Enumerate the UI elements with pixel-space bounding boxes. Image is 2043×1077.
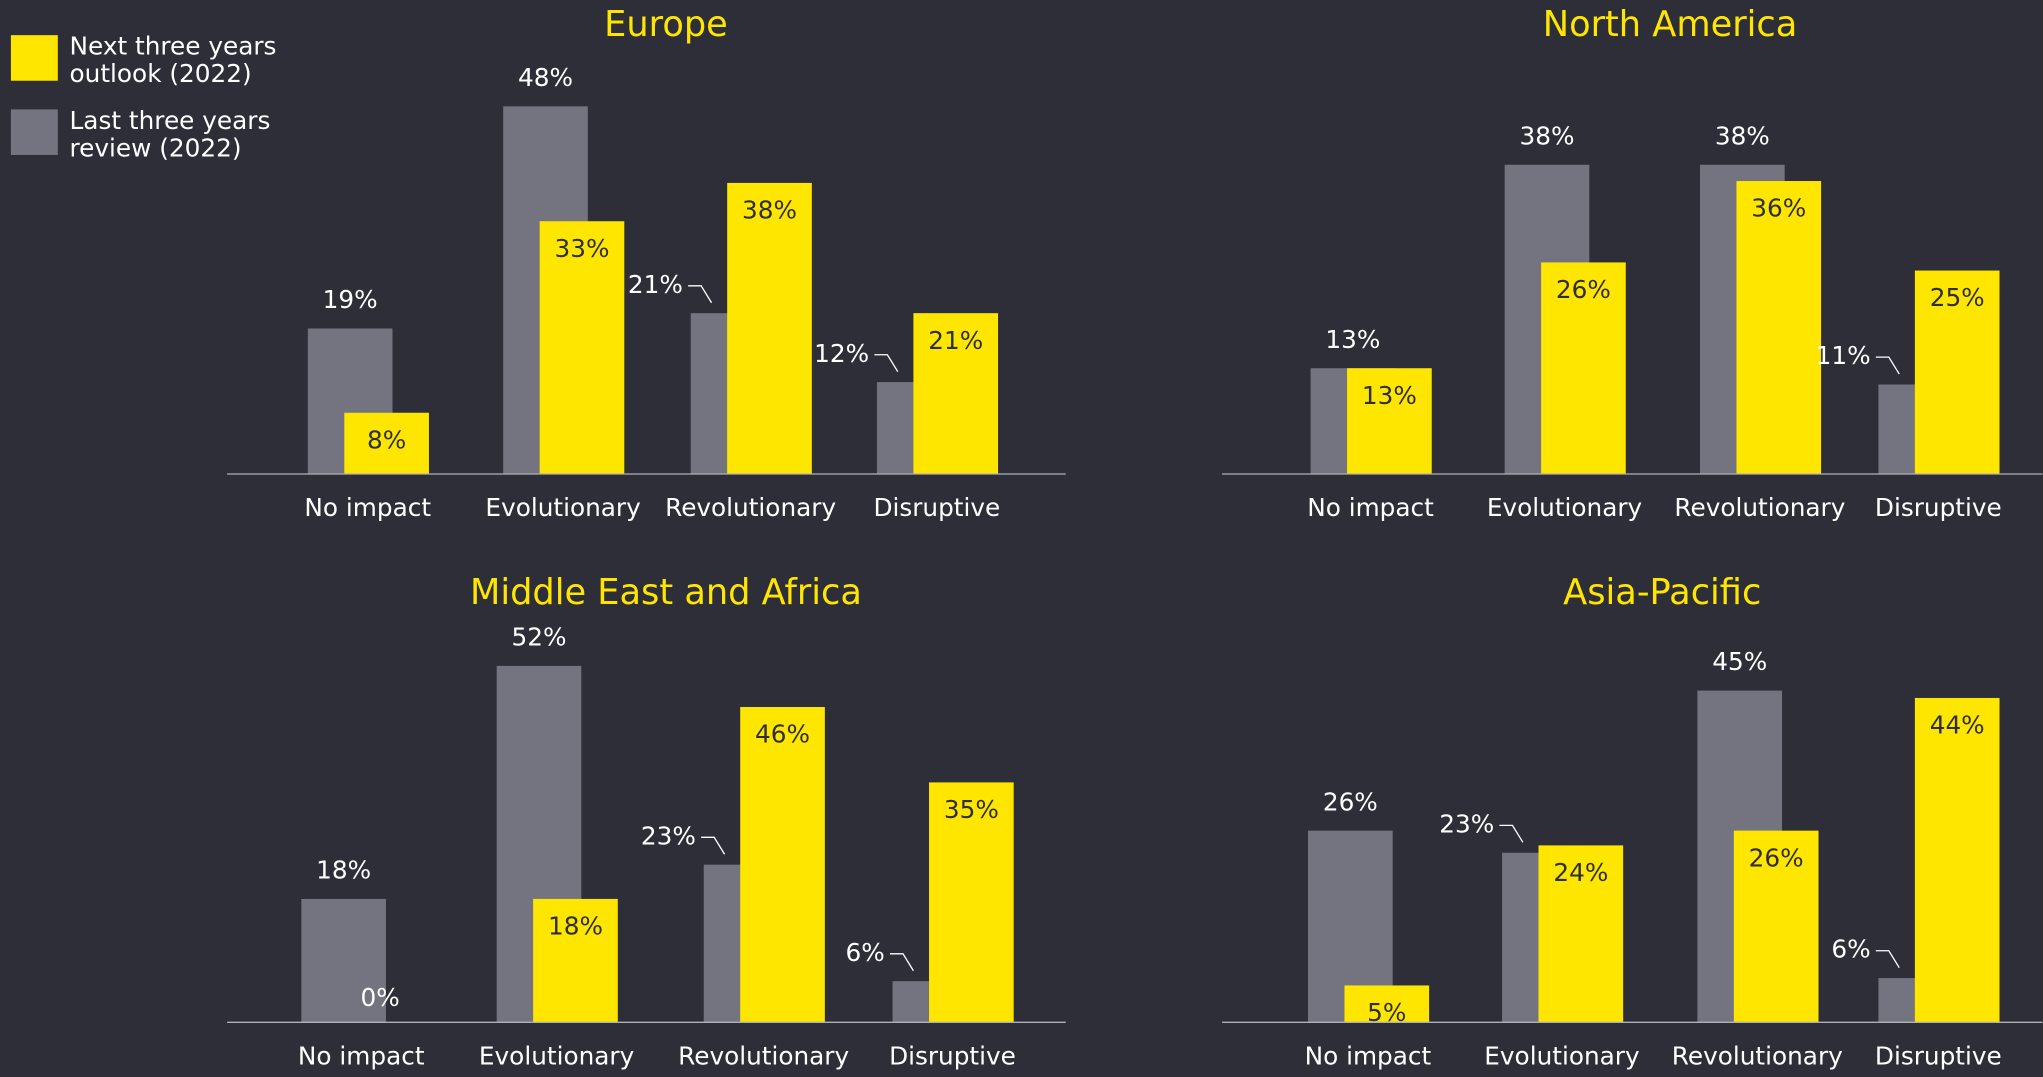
- x-tick-label: Revolutionary: [1672, 1041, 1843, 1070]
- data-label: 46%: [755, 720, 810, 749]
- data-label: 38%: [1715, 121, 1770, 150]
- legend-label: Next three years outlook (2022): [69, 33, 277, 89]
- legend-entry: Last three years review (2022): [69, 108, 271, 163]
- data-label: 38%: [742, 196, 797, 225]
- legend-swatch: [10, 35, 58, 81]
- bar: [1914, 270, 2000, 475]
- data-label: 26%: [1323, 787, 1378, 816]
- leader-line: [1499, 824, 1524, 843]
- legend-entry: Next three years outlook (2022): [69, 33, 277, 89]
- bar: [929, 782, 1014, 1023]
- x-tick-label: No impact: [1305, 1041, 1432, 1070]
- chart-title: Asia-Pacific: [1563, 572, 1761, 613]
- data-label: 8%: [367, 425, 406, 454]
- bar: [727, 182, 812, 475]
- data-label: 23%: [1439, 809, 1494, 838]
- x-tick-label: Revolutionary: [1674, 493, 1845, 522]
- data-label: 18%: [316, 856, 371, 885]
- bar: [301, 898, 386, 1023]
- x-tick-label: Revolutionary: [678, 1041, 849, 1070]
- data-label: 26%: [1556, 275, 1611, 304]
- leader-line: [701, 836, 726, 855]
- data-label: 23%: [641, 821, 696, 850]
- bar: [1733, 830, 1819, 1023]
- data-label: 13%: [1362, 381, 1417, 410]
- data-label: 36%: [1751, 194, 1806, 223]
- bar: [913, 313, 999, 475]
- x-tick-label: No impact: [1307, 493, 1434, 522]
- leader-line: [889, 953, 914, 972]
- chart-title: Middle East and Africa: [470, 572, 862, 613]
- chart-title: Europe: [604, 4, 728, 45]
- x-tick-label: No impact: [298, 1041, 425, 1070]
- bar: [539, 221, 625, 475]
- chart-title: North America: [1543, 4, 1798, 45]
- bar: [1914, 697, 2000, 1023]
- leader-line: [1875, 356, 1900, 375]
- data-label: 6%: [1831, 935, 1870, 964]
- leader-line: [874, 354, 899, 373]
- data-label: 33%: [554, 234, 609, 263]
- bar: [740, 707, 825, 1023]
- data-label: 19%: [323, 285, 378, 314]
- x-tick-label: Evolutionary: [1484, 1041, 1639, 1070]
- data-label: 0%: [360, 983, 399, 1012]
- bar: [344, 412, 429, 475]
- bar: [1736, 181, 1822, 475]
- x-tick-label: Revolutionary: [665, 493, 836, 522]
- x-tick-label: Disruptive: [889, 1041, 1016, 1070]
- data-label: 26%: [1749, 843, 1804, 872]
- data-label: 44%: [1930, 711, 1985, 740]
- bar: [1541, 262, 1626, 475]
- data-label: 48%: [518, 63, 573, 92]
- bar: [1538, 845, 1624, 1023]
- data-label: 35%: [944, 795, 999, 824]
- bar: [1347, 368, 1432, 475]
- x-tick-label: No impact: [304, 493, 431, 522]
- data-label: 21%: [628, 270, 683, 299]
- data-label: 18%: [548, 912, 603, 941]
- x-tick-label: Disruptive: [873, 493, 1000, 522]
- data-label: 11%: [1816, 341, 1871, 370]
- bar: [533, 898, 618, 1023]
- x-tick-label: Evolutionary: [485, 493, 640, 522]
- legend-swatch: [10, 109, 58, 155]
- x-tick-label: Evolutionary: [1487, 493, 1642, 522]
- leader-line: [1875, 950, 1900, 968]
- data-label: 12%: [814, 339, 869, 368]
- legend-label: Last three years review (2022): [69, 108, 271, 163]
- x-tick-label: Disruptive: [1875, 493, 2002, 522]
- leader-line: [688, 285, 713, 304]
- data-label: 13%: [1325, 325, 1380, 354]
- data-label: 24%: [1553, 858, 1608, 887]
- data-label: 25%: [1930, 283, 1985, 312]
- data-label: 6%: [846, 938, 885, 967]
- data-label: 45%: [1712, 647, 1767, 676]
- data-label: 52%: [512, 623, 567, 652]
- bar: [1344, 985, 1430, 1023]
- data-label: 38%: [1519, 121, 1574, 150]
- x-tick-label: Evolutionary: [479, 1041, 634, 1070]
- data-label: 21%: [928, 326, 983, 355]
- x-tick-label: Disruptive: [1875, 1041, 2002, 1070]
